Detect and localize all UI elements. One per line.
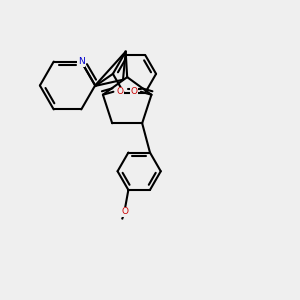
Text: O: O	[122, 207, 129, 216]
Text: O: O	[131, 87, 138, 96]
Text: O: O	[116, 87, 124, 96]
Text: N: N	[78, 57, 85, 66]
